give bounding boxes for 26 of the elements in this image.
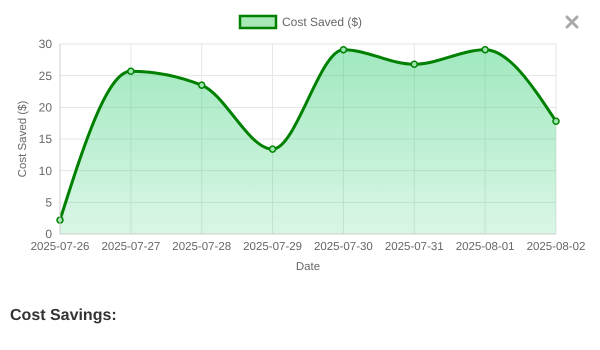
- point: [340, 46, 348, 54]
- point: [127, 67, 135, 75]
- point: [552, 118, 560, 126]
- y-axis-title: Cost Saved ($): [17, 100, 29, 178]
- x-tick-label: 2025-07-31: [384, 241, 444, 253]
- point: [481, 46, 489, 54]
- y-tick-label: 20: [38, 100, 52, 115]
- x-tick-label: 2025-07-26: [30, 241, 90, 253]
- y-tick-label: 25: [38, 68, 52, 83]
- x-tick-label: 2025-07-27: [101, 241, 160, 253]
- point: [268, 145, 276, 153]
- x-tick-label: 2025-08-02: [526, 241, 586, 253]
- y-tick-label: 5: [45, 196, 52, 210]
- x-tick-label: 2025-07-28: [172, 241, 232, 253]
- x-axis-title: Date: [296, 261, 320, 273]
- y-tick-label: 30: [38, 37, 52, 52]
- y-tick-label: 0: [45, 227, 52, 242]
- x-tick-label: 2025-07-30: [314, 241, 373, 253]
- legend-label: Cost Saved ($): [282, 15, 362, 29]
- x-tick-label: 2025-07-29: [243, 241, 302, 253]
- y-tick-label: 15: [38, 132, 52, 146]
- text: Cost Savings:: [10, 307, 117, 324]
- point: [198, 81, 206, 89]
- y-tick-label: 10: [38, 164, 52, 178]
- x-tick-label: 2025-08-01: [456, 241, 515, 253]
- point: [410, 60, 418, 68]
